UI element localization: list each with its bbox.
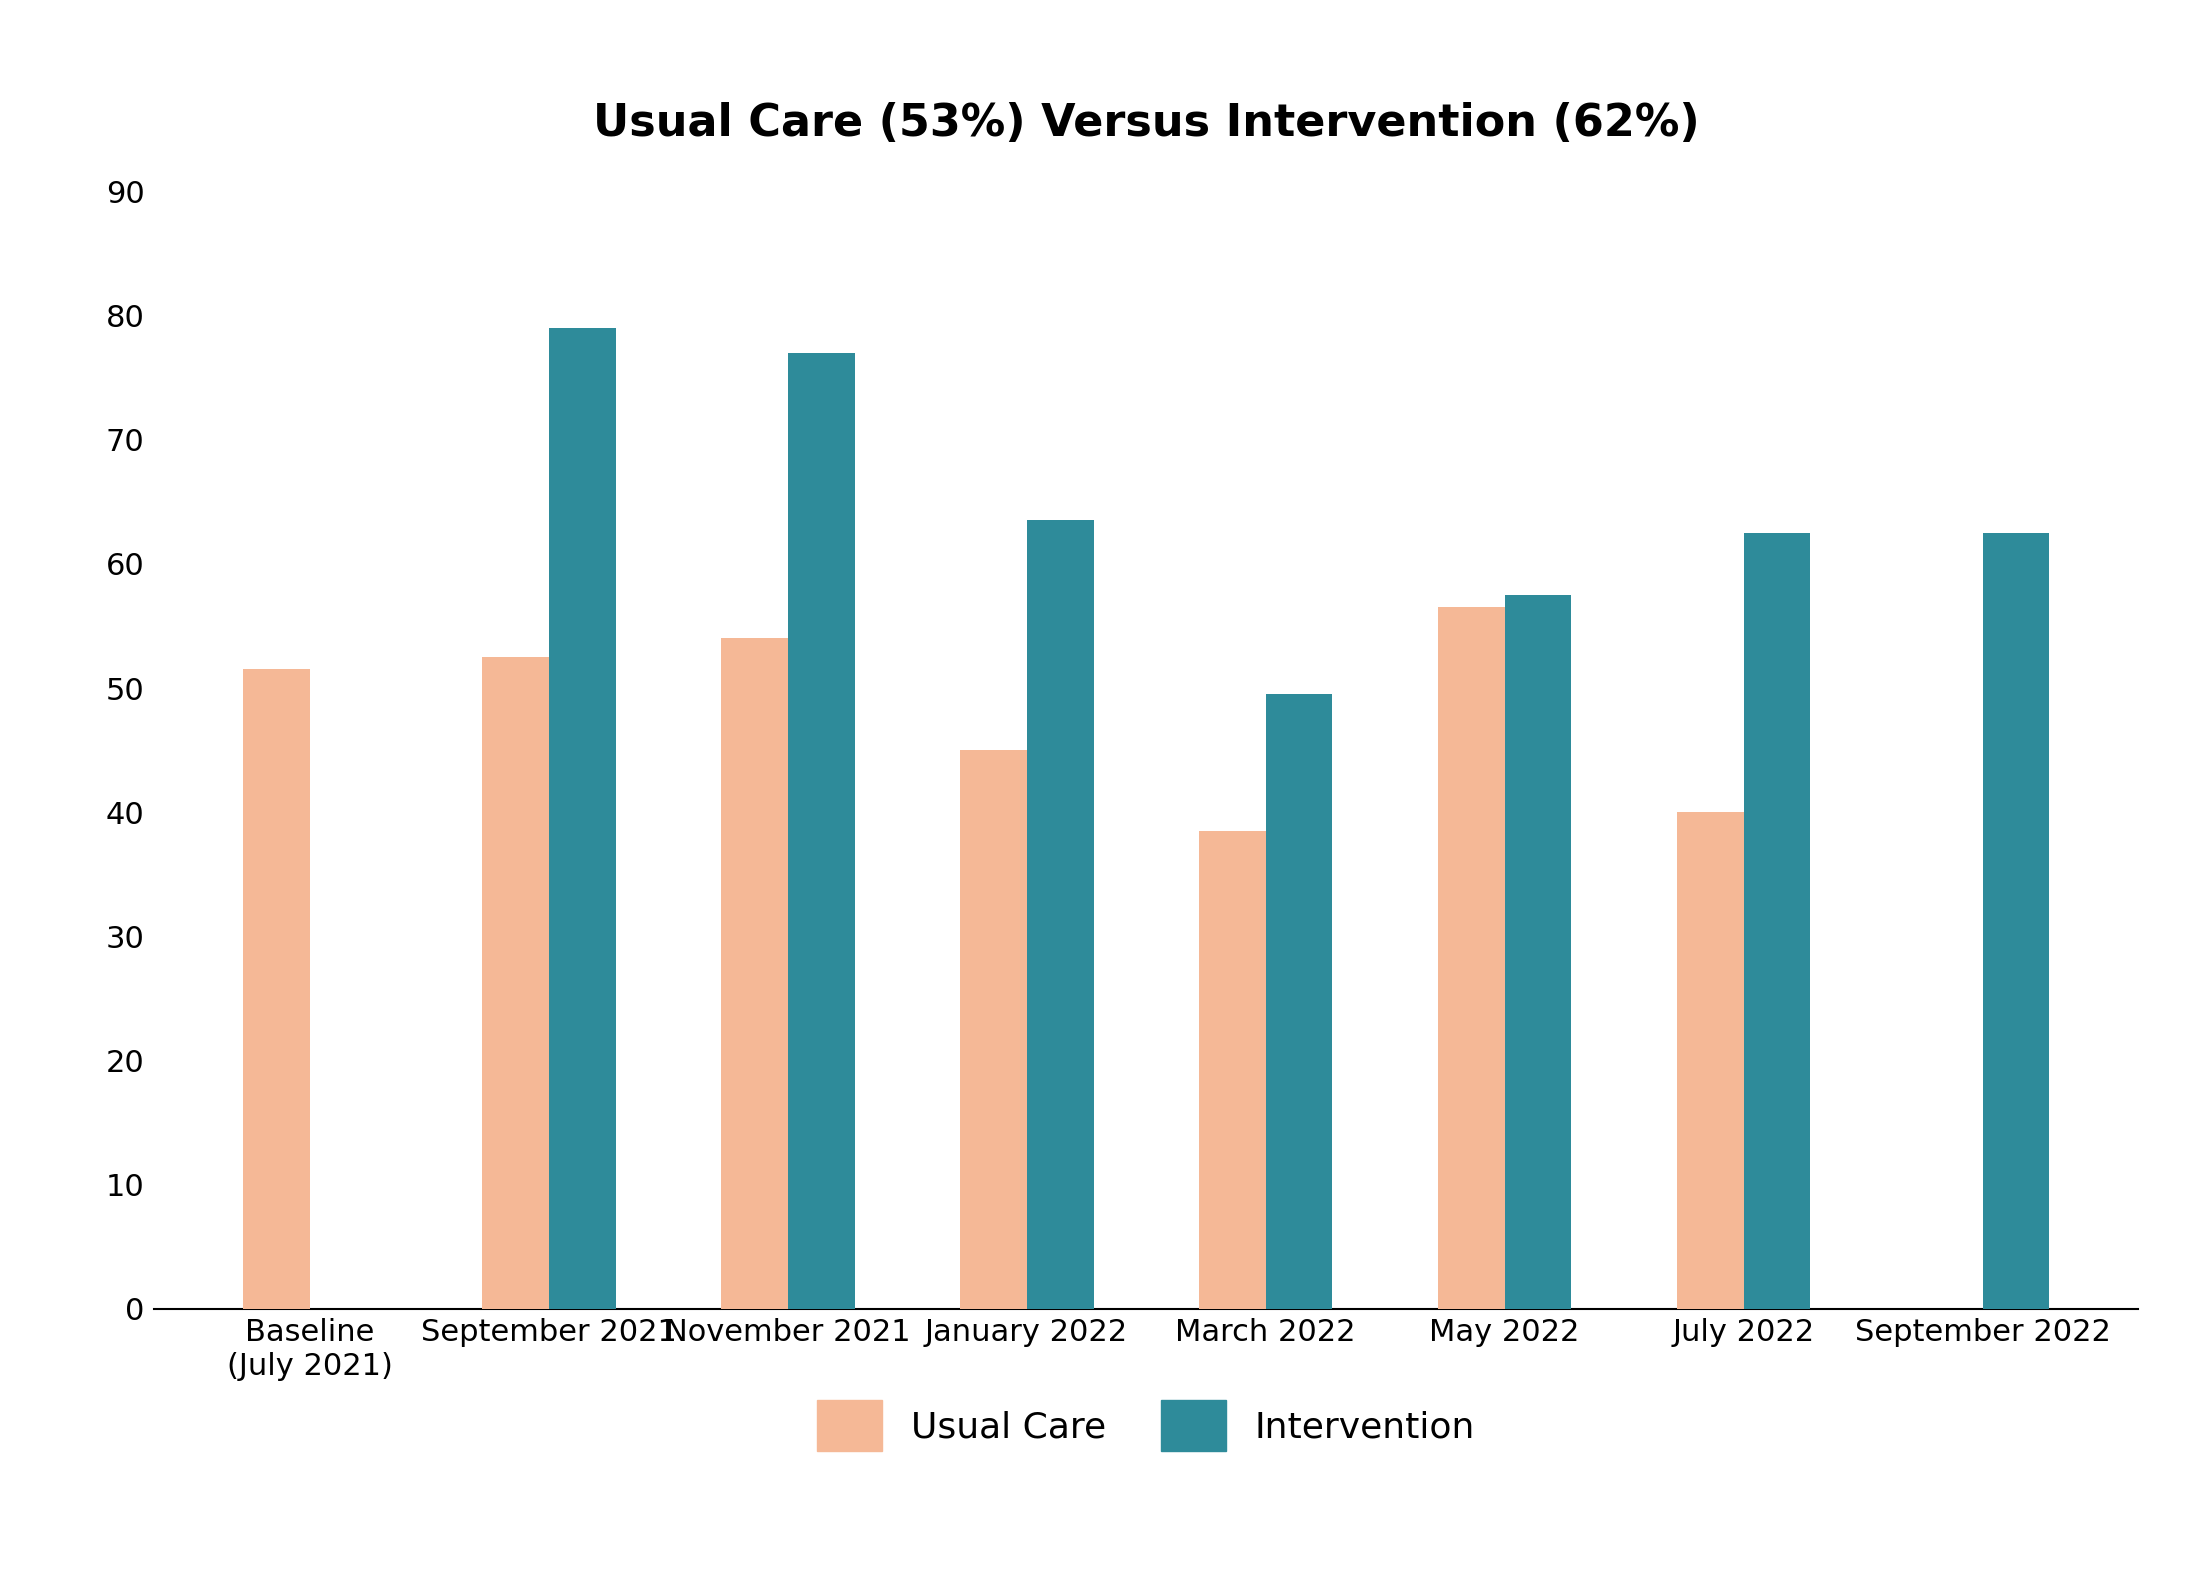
- Title: Usual Care (53%) Versus Intervention (62%): Usual Care (53%) Versus Intervention (62…: [593, 102, 1699, 145]
- Bar: [1505, 595, 1571, 1309]
- Bar: [549, 329, 615, 1309]
- Legend: Usual Care, Intervention: Usual Care, Intervention: [800, 1382, 1492, 1470]
- Bar: [1677, 812, 1743, 1309]
- Bar: [959, 750, 1027, 1309]
- Bar: [1984, 533, 2050, 1309]
- Bar: [1027, 520, 1093, 1309]
- Bar: [483, 658, 549, 1309]
- Bar: [1743, 533, 1809, 1309]
- Bar: [787, 353, 855, 1309]
- Bar: [1199, 832, 1265, 1309]
- Bar: [1265, 694, 1333, 1309]
- Bar: [721, 638, 787, 1309]
- Bar: [1437, 608, 1505, 1309]
- Bar: [242, 669, 309, 1309]
